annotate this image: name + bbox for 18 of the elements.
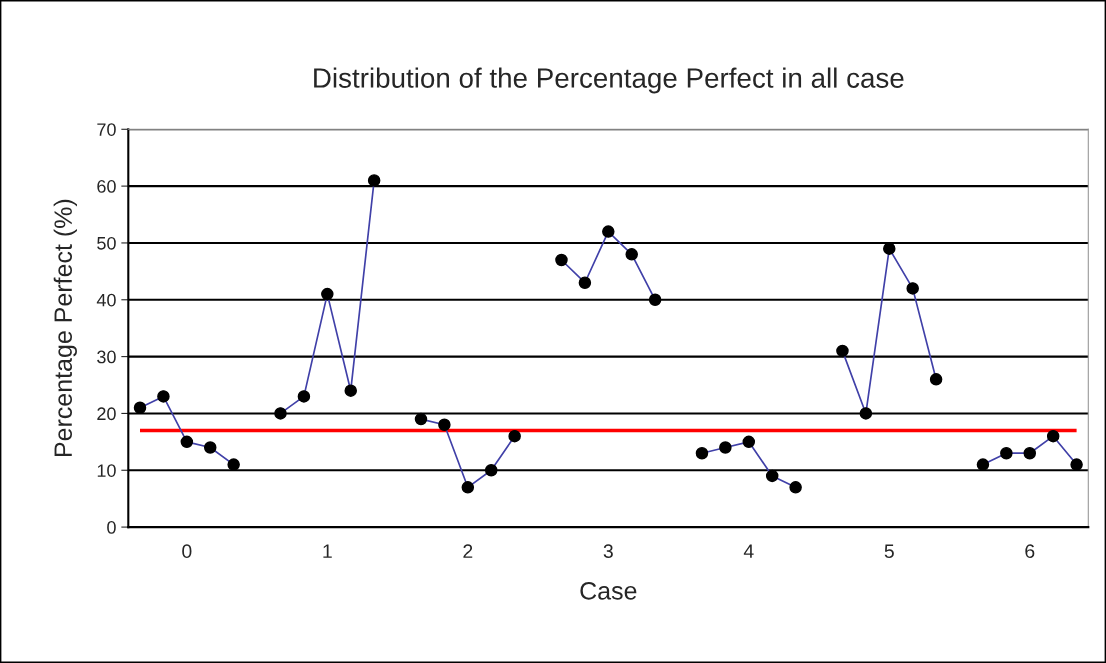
y-tick-label: 70 [97,123,116,137]
y-tick-label: 60 [97,180,116,193]
x-tick-label: 6 [1025,544,1035,559]
x-tick-label: 3 [603,544,613,559]
y-tick-label: 50 [97,236,116,250]
y-tick-label: 20 [97,407,116,421]
x-tick-label: 5 [884,544,894,559]
x-tick-label: 0 [182,544,192,559]
x-axis-title: Case [580,581,637,600]
y-tick-label: 30 [97,350,116,364]
y-tick-label: 10 [97,464,116,477]
x-tick-label: 4 [743,544,754,558]
y-axis-title: Percentage Perfect (%) [53,199,77,457]
y-tick-label: 40 [96,293,116,307]
y-tick-label: 0 [107,521,116,534]
chart-title: Distribution of the Percentage Perfect in all case [314,67,904,94]
x-tick-label: 2 [463,544,473,558]
x-tick-label: 1 [323,544,332,558]
